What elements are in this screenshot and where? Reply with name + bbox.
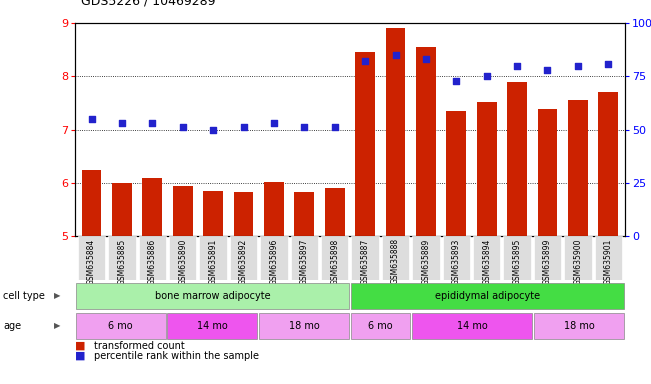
Point [603, 60, 613, 66]
Bar [594, 236, 622, 280]
Text: 14 mo: 14 mo [197, 321, 228, 331]
Bar [259, 313, 349, 339]
Bar [355, 52, 375, 236]
Bar [412, 236, 439, 280]
Bar [503, 236, 531, 280]
Point [360, 58, 370, 65]
Bar [351, 313, 410, 339]
Text: ▶: ▶ [54, 321, 61, 330]
Bar [447, 111, 466, 236]
Text: percentile rank within the sample: percentile rank within the sample [94, 351, 259, 361]
Text: GSM635897: GSM635897 [300, 238, 309, 285]
Bar [416, 47, 436, 236]
Text: GSM635896: GSM635896 [270, 238, 279, 285]
Bar [290, 236, 318, 280]
Text: 6 mo: 6 mo [109, 321, 133, 331]
Text: bone marrow adipocyte: bone marrow adipocyte [154, 291, 270, 301]
Bar [598, 92, 618, 236]
Bar [568, 100, 588, 236]
Bar [477, 102, 497, 236]
Text: GSM635901: GSM635901 [603, 238, 613, 285]
Point [421, 56, 431, 62]
Bar [534, 313, 624, 339]
Text: age: age [3, 321, 21, 331]
Bar [264, 182, 284, 236]
Text: GSM635899: GSM635899 [543, 238, 552, 285]
Bar [351, 283, 624, 309]
Bar [76, 313, 165, 339]
Text: ■: ■ [75, 341, 85, 351]
Text: GSM635887: GSM635887 [361, 238, 370, 285]
Point [208, 127, 218, 133]
Bar [230, 236, 257, 280]
Point [269, 120, 279, 126]
Text: ▶: ▶ [54, 291, 61, 300]
Text: GSM635884: GSM635884 [87, 238, 96, 285]
Text: GSM635892: GSM635892 [239, 238, 248, 285]
Point [482, 73, 492, 79]
Bar [78, 236, 105, 280]
Text: epididymal adipocyte: epididymal adipocyte [435, 291, 540, 301]
Text: GSM635889: GSM635889 [421, 238, 430, 285]
Text: GSM635900: GSM635900 [574, 238, 583, 285]
Bar [382, 236, 409, 280]
Text: GSM635894: GSM635894 [482, 238, 491, 285]
Point [147, 120, 158, 126]
Bar [234, 192, 253, 236]
Text: GSM635891: GSM635891 [209, 238, 217, 285]
Bar [352, 236, 379, 280]
Point [87, 116, 97, 122]
Point [329, 124, 340, 131]
Text: GSM635890: GSM635890 [178, 238, 187, 285]
Bar [443, 236, 470, 280]
Text: GSM635895: GSM635895 [512, 238, 521, 285]
Bar [260, 236, 288, 280]
Text: 6 mo: 6 mo [368, 321, 393, 331]
Text: 18 mo: 18 mo [288, 321, 320, 331]
Bar [538, 109, 557, 236]
Text: cell type: cell type [3, 291, 45, 301]
Bar [199, 236, 227, 280]
Bar [507, 82, 527, 236]
Text: GDS5226 / 10469289: GDS5226 / 10469289 [81, 0, 216, 8]
Bar [82, 170, 102, 236]
Text: 14 mo: 14 mo [457, 321, 488, 331]
Bar [203, 191, 223, 236]
Bar [169, 236, 197, 280]
Text: GSM635888: GSM635888 [391, 238, 400, 285]
Bar [167, 313, 257, 339]
Bar [143, 177, 162, 236]
Point [542, 67, 553, 73]
Bar [534, 236, 561, 280]
Point [178, 124, 188, 131]
Bar [294, 192, 314, 236]
Text: 18 mo: 18 mo [564, 321, 594, 331]
Point [238, 124, 249, 131]
Point [299, 124, 309, 131]
Bar [173, 185, 193, 236]
Point [117, 120, 127, 126]
Text: GSM635898: GSM635898 [330, 238, 339, 285]
Bar [112, 183, 132, 236]
Bar [564, 236, 592, 280]
Point [512, 63, 522, 69]
Bar [321, 236, 348, 280]
Text: GSM635886: GSM635886 [148, 238, 157, 285]
Bar [108, 236, 135, 280]
Text: GSM635885: GSM635885 [117, 238, 126, 285]
Point [451, 78, 462, 84]
Bar [325, 188, 344, 236]
Text: ■: ■ [75, 351, 85, 361]
Bar [412, 313, 533, 339]
Point [391, 52, 401, 58]
Bar [76, 283, 349, 309]
Bar [473, 236, 501, 280]
Bar [385, 28, 406, 236]
Text: GSM635893: GSM635893 [452, 238, 461, 285]
Text: transformed count: transformed count [94, 341, 185, 351]
Point [573, 63, 583, 69]
Bar [139, 236, 166, 280]
